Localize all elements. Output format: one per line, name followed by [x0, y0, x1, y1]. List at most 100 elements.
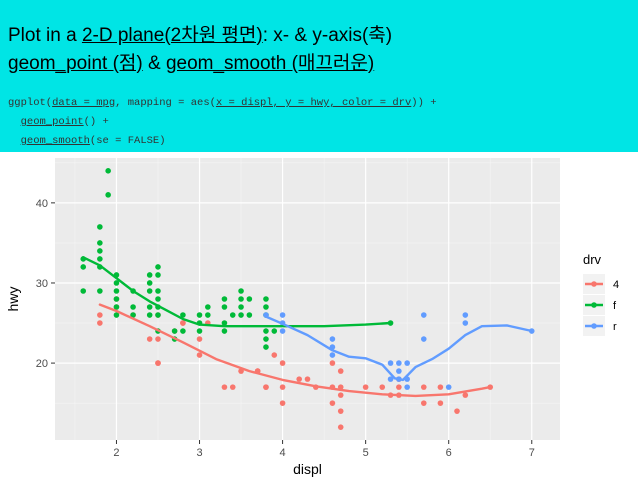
smooth-lines — [82, 256, 533, 398]
data-point-drv-4 — [337, 408, 344, 414]
legend-key-point — [591, 302, 597, 308]
data-point-drv-4 — [146, 336, 153, 342]
data-point-drv-f — [229, 312, 236, 318]
data-point-drv-f — [238, 288, 244, 294]
data-point-drv-r — [404, 384, 410, 390]
y-tick-label: 40 — [36, 198, 48, 210]
scatter-chart: 2 3 4 5 6 7 20 30 40 displ hwy drv 4 fr — [5, 158, 619, 477]
data-point-drv-f — [146, 272, 153, 278]
data-point-drv-f — [155, 272, 161, 278]
data-point-drv-f — [130, 304, 136, 310]
data-point-drv-f — [271, 328, 278, 334]
data-point-drv-4 — [437, 400, 444, 406]
data-point-drv-4 — [296, 376, 302, 382]
slide-title-line-1: Plot in a 2-D plane(2차원 평면): x- & y-axis… — [8, 20, 392, 47]
data-point-drv-f — [146, 304, 153, 310]
title-ampersand: & — [142, 53, 166, 74]
legend-title: drv — [583, 252, 602, 267]
data-point-drv-4 — [97, 320, 103, 326]
data-point-drv-f — [113, 304, 120, 310]
data-point-drv-4 — [196, 352, 203, 358]
data-point-drv-4 — [454, 408, 460, 414]
title-banner — [0, 0, 638, 152]
data-point-drv-4 — [420, 384, 427, 390]
data-point-drv-r — [387, 376, 394, 382]
code-token: )) + — [411, 97, 437, 109]
data-point-drv-f — [205, 304, 211, 310]
data-point-drv-4 — [279, 360, 286, 366]
data-point-drv-f — [180, 328, 186, 334]
data-point-drv-4 — [263, 384, 269, 390]
title-link-2d-plane: 2-D plane(2차원 평면) — [81, 25, 263, 46]
code-line-2: geom_point() + — [8, 116, 109, 128]
legend-key-point — [591, 281, 597, 287]
data-point-drv-4 — [279, 400, 286, 406]
code-token: () + — [83, 116, 109, 128]
data-point-drv-f — [113, 312, 120, 318]
legend-label: r — [613, 321, 617, 333]
smooth-line-drv-4 — [98, 303, 492, 398]
data-point-drv-4 — [271, 352, 278, 358]
data-point-drv-f — [113, 280, 120, 286]
data-point-drv-f — [196, 328, 203, 334]
data-point-drv-f — [97, 256, 103, 262]
data-point-drv-f — [221, 304, 228, 310]
data-point-drv-4 — [155, 336, 161, 342]
y-tick-label: 30 — [36, 278, 48, 290]
code-indent — [8, 135, 21, 147]
code-indent — [8, 116, 21, 128]
data-point-drv-f — [246, 312, 253, 318]
code-token-geom-point: geom_point — [20, 116, 84, 128]
data-point-drv-f — [171, 328, 178, 334]
data-point-drv-r — [279, 312, 286, 318]
smooth-line-drv-f — [82, 256, 392, 328]
data-point-drv-4 — [329, 400, 336, 406]
data-point-drv-4 — [97, 312, 103, 318]
data-point-drv-4 — [337, 392, 344, 398]
title-link-geom-smooth: geom_smooth (매끄러운) — [165, 53, 375, 74]
data-point-drv-f — [263, 344, 269, 350]
data-point-drv-r — [420, 336, 427, 342]
data-point-drv-f — [263, 296, 269, 302]
code-token: ggplot( — [8, 97, 53, 109]
data-point-drv-4 — [180, 320, 186, 326]
data-point-drv-4 — [329, 360, 336, 366]
x-tick-label: 7 — [529, 447, 535, 459]
data-point-drv-r — [445, 384, 452, 390]
data-point-drv-r — [329, 336, 336, 342]
code-token-geom-smooth: geom_smooth — [20, 135, 90, 147]
x-tick-label: 3 — [196, 447, 202, 459]
data-point-drv-f — [221, 296, 228, 302]
axes: 2 3 4 5 6 7 20 30 40 — [36, 198, 535, 459]
code-token: (se = FALSE) — [89, 135, 166, 147]
data-point-drv-r — [396, 360, 402, 366]
data-point-drv-4 — [379, 384, 386, 390]
data-point-drv-f — [105, 168, 111, 174]
legend: drv 4 fr — [583, 252, 619, 336]
data-point-drv-r — [420, 312, 427, 318]
data-point-drv-4 — [337, 368, 344, 374]
data-point-drv-4 — [155, 360, 161, 366]
data-point-drv-f — [263, 336, 269, 342]
data-point-drv-4 — [437, 384, 444, 390]
data-point-drv-r — [396, 368, 402, 374]
legend-label: 4 — [613, 279, 619, 291]
data-point-drv-f — [155, 296, 161, 302]
data-point-drv-r — [404, 360, 410, 366]
data-point-drv-f — [97, 288, 103, 294]
data-point-drv-f — [97, 248, 103, 254]
data-point-drv-f — [263, 328, 269, 334]
data-point-drv-4 — [221, 384, 228, 390]
data-point-drv-f — [155, 288, 161, 294]
legend-label: f — [613, 300, 617, 312]
data-point-drv-r — [387, 360, 394, 366]
data-point-drv-f — [105, 192, 111, 198]
data-point-drv-r — [462, 320, 469, 326]
data-point-drv-f — [80, 288, 87, 294]
data-point-drv-f — [155, 312, 161, 318]
data-point-drv-f — [246, 296, 253, 302]
data-point-drv-4 — [229, 384, 236, 390]
data-point-drv-f — [238, 296, 244, 302]
y-tick-label: 20 — [36, 358, 48, 370]
data-point-drv-f — [221, 328, 228, 334]
